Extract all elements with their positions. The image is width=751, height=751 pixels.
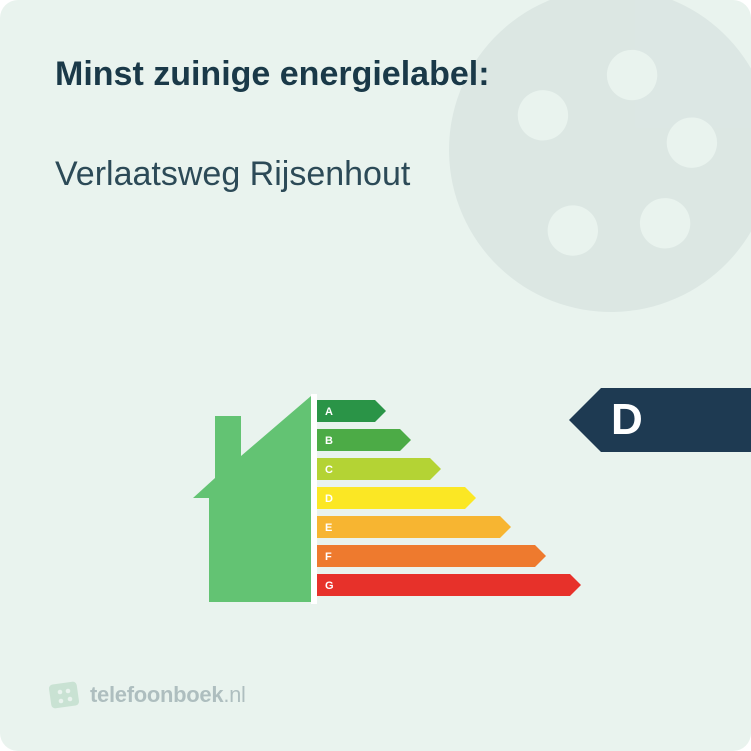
subtitle: Verlaatsweg Rijsenhout	[55, 155, 410, 194]
footer-brand: telefoonboek.nl	[48, 679, 246, 711]
title: Minst zuinige energielabel:	[55, 55, 490, 94]
footer-tld: .nl	[223, 682, 245, 707]
indicator-letter: D	[611, 398, 643, 442]
energy-bar-g: G	[317, 574, 581, 596]
svg-text:E: E	[325, 522, 332, 534]
energy-label-chart: A B C D E F G	[165, 388, 585, 618]
energy-bar-f: F	[317, 545, 546, 567]
svg-text:D: D	[325, 493, 333, 505]
rating-indicator: D	[569, 388, 751, 452]
energy-bar-c: C	[317, 458, 441, 480]
footer-brandname: telefoonboek	[90, 682, 223, 707]
svg-text:F: F	[325, 551, 332, 563]
energy-bar-d: D	[317, 487, 476, 509]
energy-bar-b: B	[317, 429, 411, 451]
energy-bar-a: A	[317, 400, 386, 422]
indicator-body: D	[601, 388, 751, 452]
svg-text:B: B	[325, 435, 333, 447]
svg-text:G: G	[325, 580, 334, 592]
energy-card: Minst zuinige energielabel: Verlaatsweg …	[0, 0, 751, 751]
indicator-arrow-icon	[569, 388, 601, 452]
svg-text:A: A	[325, 406, 333, 418]
phonebook-icon	[48, 679, 80, 711]
footer-text: telefoonboek.nl	[90, 682, 246, 708]
svg-text:C: C	[325, 464, 333, 476]
energy-bar-e: E	[317, 516, 511, 538]
